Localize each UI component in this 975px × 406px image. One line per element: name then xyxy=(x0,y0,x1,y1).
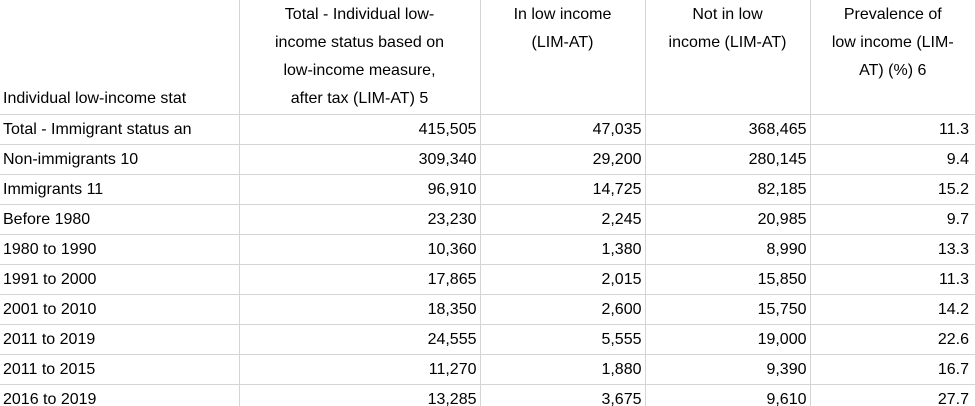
header-line: AT) (%) 6 xyxy=(859,62,927,79)
table-row: 2001 to 2010 18,350 2,600 15,750 14.2 xyxy=(0,294,975,325)
cell-total[interactable]: 13,285 xyxy=(239,384,481,406)
cell-prevalence[interactable]: 27.7 xyxy=(810,384,975,406)
header-line: income (LIM-AT) xyxy=(668,34,787,51)
table-row: 2011 to 2015 11,270 1,880 9,390 16.7 xyxy=(0,354,975,385)
header-line: Total - Individual low- xyxy=(284,6,435,23)
cell-total[interactable]: 96,910 xyxy=(239,174,481,205)
cell-in-low-income[interactable]: 2,600 xyxy=(480,294,646,325)
cell-in-low-income[interactable]: 14,725 xyxy=(480,174,646,205)
header-line: Prevalence of xyxy=(843,6,942,23)
cell-not-in-low-income[interactable]: 9,390 xyxy=(645,354,811,385)
table-row: Total - Immigrant status an 415,505 47,0… xyxy=(0,114,975,145)
cell-prevalence[interactable]: 11.3 xyxy=(810,264,975,295)
cell-not-in-low-income[interactable]: 8,990 xyxy=(645,234,811,265)
row-label-cell[interactable]: 1991 to 2000 xyxy=(0,264,240,295)
cell-in-low-income[interactable]: 1,880 xyxy=(480,354,646,385)
row-label-cell[interactable]: 2011 to 2019 xyxy=(0,324,240,355)
cell-not-in-low-income[interactable]: 9,610 xyxy=(645,384,811,406)
col-header-total-lim-at[interactable]: Total - Individual low- income status ba… xyxy=(239,0,481,115)
cell-in-low-income[interactable]: 47,035 xyxy=(480,114,646,145)
cell-total[interactable]: 309,340 xyxy=(239,144,481,175)
header-line: low income (LIM- xyxy=(831,34,954,51)
row-label-cell[interactable]: 1980 to 1990 xyxy=(0,234,240,265)
col-header-prevalence[interactable]: Prevalence of low income (LIM- AT) (%) 6 xyxy=(810,0,975,115)
col-header-not-in-low-income[interactable]: Not in low income (LIM-AT) xyxy=(645,0,811,115)
row-label-cell[interactable]: Total - Immigrant status an xyxy=(0,114,240,145)
cell-in-low-income[interactable]: 5,555 xyxy=(480,324,646,355)
table-row: 1980 to 1990 10,360 1,380 8,990 13.3 xyxy=(0,234,975,265)
cell-total[interactable]: 11,270 xyxy=(239,354,481,385)
row-label-cell[interactable]: Before 1980 xyxy=(0,204,240,235)
cell-not-in-low-income[interactable]: 368,465 xyxy=(645,114,811,145)
cell-prevalence[interactable]: 9.7 xyxy=(810,204,975,235)
cell-prevalence[interactable]: 15.2 xyxy=(810,174,975,205)
cell-not-in-low-income[interactable]: 15,850 xyxy=(645,264,811,295)
table-row: 2016 to 2019 13,285 3,675 9,610 27.7 xyxy=(0,384,975,406)
cell-in-low-income[interactable]: 29,200 xyxy=(480,144,646,175)
cell-total[interactable]: 17,865 xyxy=(239,264,481,295)
row-label-cell[interactable]: Non-immigrants 10 xyxy=(0,144,240,175)
cell-prevalence[interactable]: 22.6 xyxy=(810,324,975,355)
cell-prevalence[interactable]: 14.2 xyxy=(810,294,975,325)
cell-prevalence[interactable]: 16.7 xyxy=(810,354,975,385)
cell-prevalence[interactable]: 11.3 xyxy=(810,114,975,145)
row-label-cell[interactable]: 2011 to 2015 xyxy=(0,354,240,385)
cell-not-in-low-income[interactable]: 82,185 xyxy=(645,174,811,205)
table-row: Non-immigrants 10 309,340 29,200 280,145… xyxy=(0,144,975,175)
table-row: 2011 to 2019 24,555 5,555 19,000 22.6 xyxy=(0,324,975,355)
cell-not-in-low-income[interactable]: 15,750 xyxy=(645,294,811,325)
header-line: income status based on xyxy=(275,34,444,51)
row-label-cell[interactable]: Immigrants 11 xyxy=(0,174,240,205)
cell-prevalence[interactable]: 13.3 xyxy=(810,234,975,265)
table-row: 1991 to 2000 17,865 2,015 15,850 11.3 xyxy=(0,264,975,295)
cell-in-low-income[interactable]: 3,675 xyxy=(480,384,646,406)
cell-not-in-low-income[interactable]: 19,000 xyxy=(645,324,811,355)
cell-in-low-income[interactable]: 2,245 xyxy=(480,204,646,235)
cell-total[interactable]: 24,555 xyxy=(239,324,481,355)
col-header-in-low-income[interactable]: In low income (LIM-AT) xyxy=(480,0,646,115)
corner-header-cell[interactable]: Individual low-income stat xyxy=(0,0,240,115)
header-line: (LIM-AT) xyxy=(531,34,594,51)
cell-total[interactable]: 23,230 xyxy=(239,204,481,235)
row-label-cell[interactable]: 2001 to 2010 xyxy=(0,294,240,325)
cell-total[interactable]: 18,350 xyxy=(239,294,481,325)
cell-in-low-income[interactable]: 1,380 xyxy=(480,234,646,265)
header-line: Not in low xyxy=(692,6,763,23)
cell-not-in-low-income[interactable]: 20,985 xyxy=(645,204,811,235)
cell-total[interactable]: 415,505 xyxy=(239,114,481,145)
header-line: after tax (LIM-AT) 5 xyxy=(290,90,429,107)
header-line: low-income measure, xyxy=(283,62,436,79)
row-label-cell[interactable]: 2016 to 2019 xyxy=(0,384,240,406)
header-line: In low income xyxy=(513,6,612,23)
cell-total[interactable]: 10,360 xyxy=(239,234,481,265)
cell-prevalence[interactable]: 9.4 xyxy=(810,144,975,175)
cell-in-low-income[interactable]: 2,015 xyxy=(480,264,646,295)
cell-not-in-low-income[interactable]: 280,145 xyxy=(645,144,811,175)
header-row: Individual low-income stat Total - Indiv… xyxy=(0,0,975,115)
table-row: Immigrants 11 96,910 14,725 82,185 15.2 xyxy=(0,174,975,205)
table-row: Before 1980 23,230 2,245 20,985 9.7 xyxy=(0,204,975,235)
